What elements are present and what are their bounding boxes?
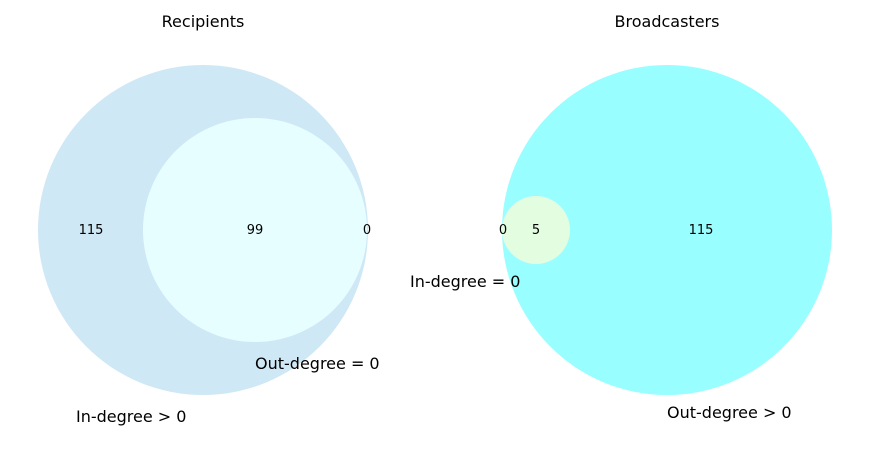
recipients-title: Recipients xyxy=(162,12,245,31)
broadcasters-in-degree-label: In-degree = 0 xyxy=(410,272,520,291)
recipients-overlap-count: 99 xyxy=(247,223,264,238)
recipients-right-only-count: 0 xyxy=(363,223,371,238)
broadcasters-title: Broadcasters xyxy=(615,12,720,31)
broadcasters-venn: Broadcasters 0 5 115 In-degree = 0 Out-d… xyxy=(410,12,832,422)
recipients-in-degree-label: In-degree > 0 xyxy=(76,407,186,426)
broadcasters-out-degree-label: Out-degree > 0 xyxy=(667,403,792,422)
recipients-venn: Recipients 115 99 0 In-degree > 0 Out-de… xyxy=(38,12,380,426)
recipients-left-only-count: 115 xyxy=(79,223,104,238)
broadcasters-overlap-region xyxy=(502,196,570,264)
broadcasters-overlap-count: 5 xyxy=(532,223,540,238)
recipients-overlap-region xyxy=(143,118,367,342)
recipients-out-degree-label: Out-degree = 0 xyxy=(255,354,380,373)
broadcasters-right-only-count: 115 xyxy=(689,223,714,238)
broadcasters-out-degree-circle xyxy=(502,65,832,395)
broadcasters-left-only-count: 0 xyxy=(499,223,507,238)
